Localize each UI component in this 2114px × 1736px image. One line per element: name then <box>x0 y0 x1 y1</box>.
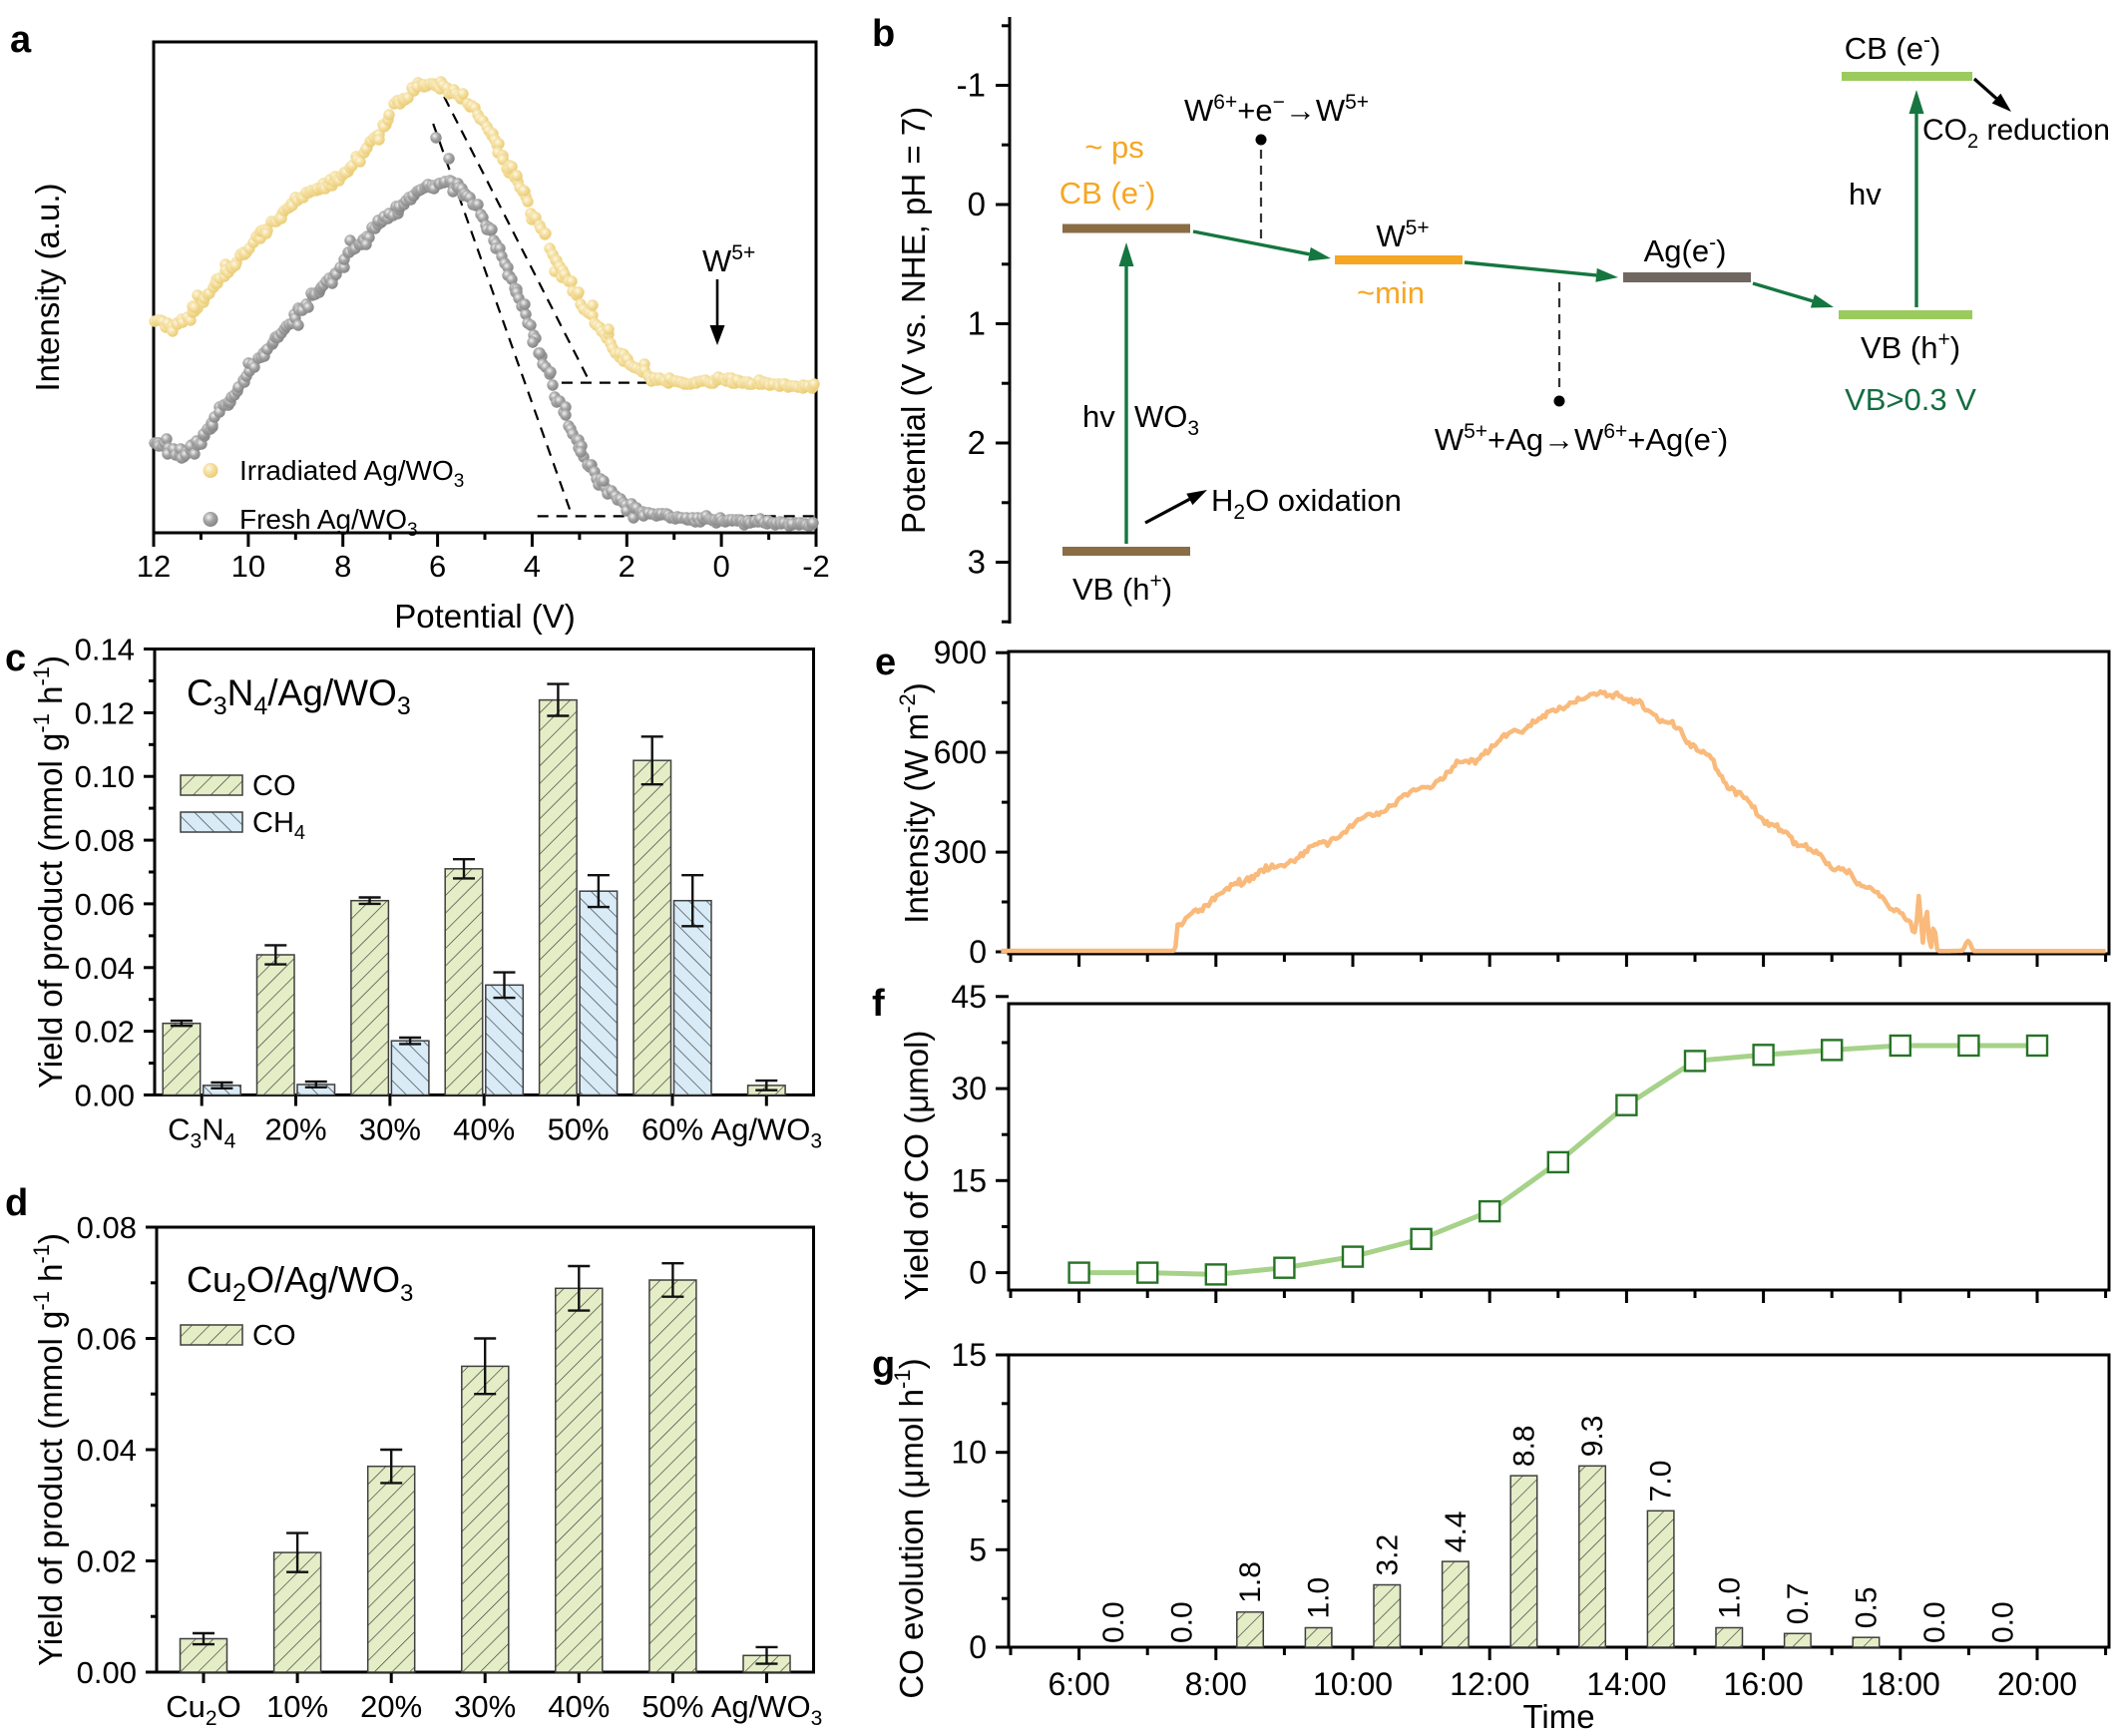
svg-text:0.14: 0.14 <box>75 633 135 667</box>
svg-text:0: 0 <box>968 186 986 222</box>
svg-text:Yield of CO (μmol): Yield of CO (μmol) <box>898 1031 935 1301</box>
svg-text:0.00: 0.00 <box>77 1655 137 1690</box>
svg-text:W5+​: W5+​ <box>702 241 755 278</box>
svg-text:0.04: 0.04 <box>77 1433 137 1468</box>
svg-text:a: a <box>10 19 32 61</box>
svg-text:2: 2 <box>619 549 635 584</box>
svg-text:0.0: 0.0 <box>1918 1601 1951 1643</box>
svg-text:10:00: 10:00 <box>1313 1666 1393 1702</box>
svg-text:50%: 50% <box>548 1112 610 1147</box>
svg-text:10%: 10% <box>266 1689 328 1724</box>
svg-text:2: 2 <box>968 424 986 461</box>
svg-text:40%: 40% <box>548 1689 610 1724</box>
svg-text:0: 0 <box>969 934 987 970</box>
svg-text:~ ps: ~ ps <box>1084 130 1143 165</box>
svg-text:0: 0 <box>969 1629 987 1665</box>
svg-text:12:00: 12:00 <box>1450 1666 1529 1702</box>
svg-text:Fresh Ag/WO3​: Fresh Ag/WO3​ <box>239 504 418 541</box>
svg-text:0.00: 0.00 <box>75 1079 135 1113</box>
svg-text:CO2​ reduction: CO2​ reduction <box>1922 114 2110 153</box>
svg-text:Irradiated Ag/WO3​: Irradiated Ag/WO3​ <box>239 455 464 492</box>
svg-text:8: 8 <box>334 549 351 584</box>
svg-text:16:00: 16:00 <box>1724 1666 1804 1702</box>
svg-text:30%: 30% <box>454 1689 516 1724</box>
svg-text:6: 6 <box>429 549 446 584</box>
svg-text:CO evolution (μmol h-1​): CO evolution (μmol h-1​) <box>890 1358 930 1698</box>
svg-text:0.04: 0.04 <box>75 951 135 986</box>
svg-text:300: 300 <box>934 834 987 870</box>
svg-text:b: b <box>872 13 895 55</box>
svg-text:0.10: 0.10 <box>75 759 135 794</box>
svg-text:CO: CO <box>252 1320 296 1352</box>
svg-text:7.0: 7.0 <box>1645 1461 1678 1503</box>
svg-text:900: 900 <box>934 635 987 670</box>
svg-text:g: g <box>872 1344 895 1386</box>
svg-text:0.06: 0.06 <box>77 1322 137 1357</box>
svg-text:20:00: 20:00 <box>1997 1666 2077 1702</box>
svg-text:0: 0 <box>712 549 729 584</box>
svg-text:5: 5 <box>969 1531 987 1567</box>
svg-text:VB>0.3 V: VB>0.3 V <box>1845 382 1976 417</box>
svg-text:0: 0 <box>969 1255 987 1291</box>
svg-text:Intensity (a.u.): Intensity (a.u.) <box>29 183 66 391</box>
svg-text:6:00: 6:00 <box>1048 1666 1109 1702</box>
svg-text:d: d <box>5 1182 28 1224</box>
svg-text:8:00: 8:00 <box>1185 1666 1247 1702</box>
svg-text:c: c <box>5 638 26 679</box>
svg-text:3: 3 <box>968 544 986 581</box>
svg-text:1.0: 1.0 <box>1713 1577 1746 1619</box>
svg-text:4.4: 4.4 <box>1440 1511 1473 1552</box>
svg-text:600: 600 <box>934 734 987 770</box>
svg-text:Cu2​O: Cu2​O <box>166 1689 240 1730</box>
svg-text:Cu2​O/Ag/WO3​: Cu2​O/Ag/WO3​ <box>187 1259 413 1307</box>
svg-text:60%: 60% <box>641 1112 703 1147</box>
svg-text:0.5: 0.5 <box>1851 1586 1884 1628</box>
svg-text:Ag/WO3​: Ag/WO3​ <box>711 1689 823 1730</box>
svg-text:Ag/WO3​: Ag/WO3​ <box>711 1112 823 1153</box>
svg-text:0.0: 0.0 <box>1166 1601 1199 1643</box>
svg-text:0.08: 0.08 <box>75 823 135 858</box>
svg-text:8.8: 8.8 <box>1508 1425 1541 1467</box>
svg-text:0.08: 0.08 <box>77 1210 137 1245</box>
svg-text:0.02: 0.02 <box>75 1015 135 1050</box>
svg-text:0.7: 0.7 <box>1782 1583 1815 1625</box>
svg-text:4: 4 <box>524 549 541 584</box>
svg-text:hv: hv <box>1849 177 1882 212</box>
svg-text:0.02: 0.02 <box>77 1544 137 1579</box>
svg-text:Time: Time <box>1522 1698 1594 1731</box>
svg-text:3.2: 3.2 <box>1371 1534 1404 1576</box>
svg-text:~min: ~min <box>1357 275 1425 310</box>
svg-text:1.8: 1.8 <box>1234 1561 1267 1603</box>
svg-text:1.0: 1.0 <box>1303 1577 1336 1619</box>
svg-text:30: 30 <box>951 1071 987 1106</box>
svg-text:20%: 20% <box>360 1689 422 1724</box>
svg-text:10: 10 <box>231 549 265 584</box>
svg-text:e: e <box>875 642 896 683</box>
svg-text:50%: 50% <box>641 1689 703 1724</box>
svg-text:0.0: 0.0 <box>1987 1601 2020 1643</box>
svg-text:12: 12 <box>137 549 171 584</box>
svg-text:Intensity (W m-2​): Intensity (W m-2​) <box>895 682 935 923</box>
svg-text:10: 10 <box>951 1435 987 1471</box>
svg-text:Potential (V): Potential (V) <box>394 598 576 635</box>
svg-text:14:00: 14:00 <box>1586 1666 1666 1702</box>
svg-text:0.12: 0.12 <box>75 695 135 730</box>
svg-text:30%: 30% <box>359 1112 421 1147</box>
svg-text:0.06: 0.06 <box>75 887 135 922</box>
svg-text:15: 15 <box>951 1337 987 1373</box>
svg-text:-2: -2 <box>802 549 830 584</box>
svg-text:18:00: 18:00 <box>1861 1666 1940 1702</box>
svg-text:0.0: 0.0 <box>1097 1601 1130 1643</box>
svg-text:1: 1 <box>968 305 986 342</box>
svg-text:45: 45 <box>951 979 987 1015</box>
svg-text:15: 15 <box>951 1162 987 1198</box>
svg-text:hv: hv <box>1082 399 1115 434</box>
svg-text:9.3: 9.3 <box>1576 1416 1609 1458</box>
svg-text:40%: 40% <box>453 1112 515 1147</box>
svg-text:20%: 20% <box>264 1112 326 1147</box>
svg-text:-1: -1 <box>957 67 986 104</box>
svg-text:CO: CO <box>252 770 296 802</box>
svg-text:Potential (V vs. NHE, pH = 7): Potential (V vs. NHE, pH = 7) <box>895 107 932 534</box>
svg-text:f: f <box>872 983 885 1025</box>
